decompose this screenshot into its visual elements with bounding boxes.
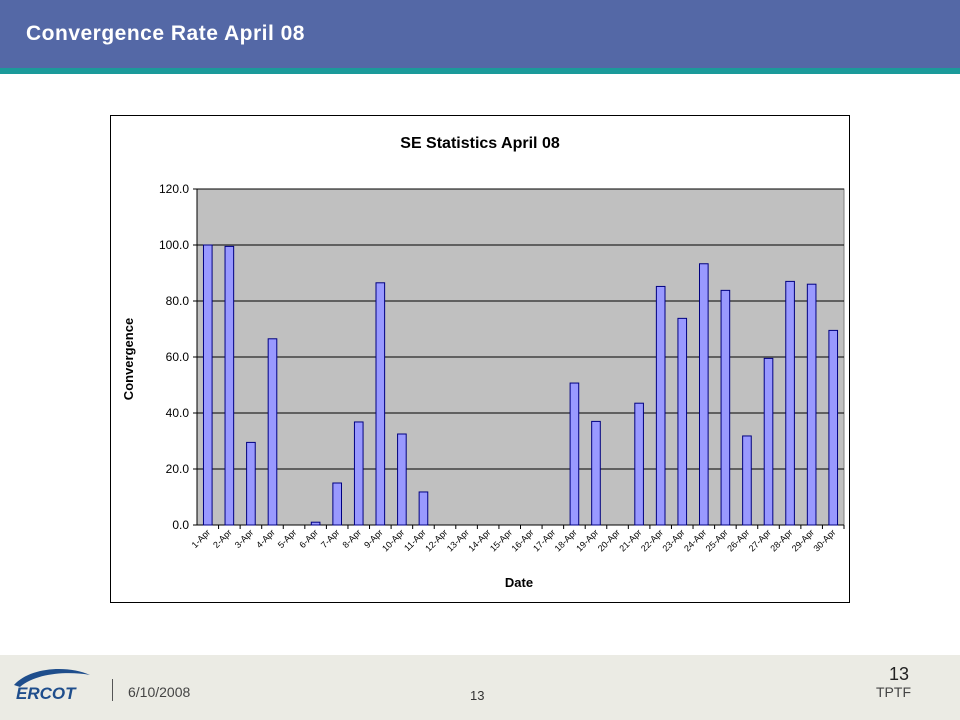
y-tick-label: 120.0 [159, 182, 189, 196]
x-axis-label: Date [505, 575, 533, 590]
x-tick-label: 13-Apr [445, 527, 471, 553]
slide-title: Convergence Rate April 08 [26, 22, 305, 45]
bar-11-Apr [418, 491, 429, 526]
footer-page-number: 13 [470, 688, 485, 703]
bar-21-Apr [634, 402, 644, 526]
bar-1-Apr [202, 244, 213, 526]
x-tick-label: 14-Apr [466, 527, 492, 553]
x-tick-label: 28-Apr [768, 527, 794, 553]
logo-swoosh-icon [14, 669, 90, 687]
x-tick-label: 23-Apr [660, 527, 686, 553]
x-tick-label: 30-Apr [811, 527, 837, 553]
ercot-logo: ERCOT [14, 669, 90, 703]
bar-7-Apr [332, 482, 342, 526]
x-tick-label: 1-Apr [190, 527, 213, 550]
logo-text: ERCOT [16, 684, 77, 703]
bar-10-Apr [397, 433, 407, 526]
footer-date: 6/10/2008 [128, 684, 191, 700]
bar-25-Apr [720, 289, 731, 526]
x-tick-label: 8-Apr [341, 527, 364, 550]
x-tick-label: 18-Apr [553, 527, 579, 553]
x-tick-label: 22-Apr [639, 527, 665, 553]
x-tick-label: 16-Apr [510, 527, 536, 553]
bar-chart: SE Statistics April 08 0.0 20.0 40.0 60.0 80… [121, 135, 845, 590]
bar-24-Apr [699, 263, 709, 526]
bar-29-Apr [806, 283, 817, 526]
bar-6-Apr [310, 521, 321, 526]
y-axis-label: Convergence [121, 318, 136, 400]
y-tick-label: 80.0 [166, 294, 190, 308]
x-tick-label: 3-Apr [233, 527, 256, 550]
y-tick-label: 100.0 [159, 238, 189, 252]
bar-8-Apr [353, 421, 364, 526]
bar-23-Apr [677, 317, 688, 526]
chart-title: SE Statistics April 08 [400, 135, 560, 152]
slide-header: Convergence Rate April 08 [0, 0, 960, 68]
bar-27-Apr [763, 357, 774, 526]
x-tick-label: 15-Apr [488, 527, 514, 553]
x-tick-label: 29-Apr [790, 527, 816, 553]
y-tick-label: 40.0 [166, 406, 190, 420]
x-tick-label: 10-Apr [380, 527, 406, 553]
bar-3-Apr [246, 441, 256, 526]
header-accent-stripe [0, 68, 960, 74]
x-tick-label: 27-Apr [747, 527, 773, 553]
footer-organization: TPTF [876, 684, 911, 700]
bar-9-Apr [375, 282, 386, 526]
footer-divider [112, 679, 113, 701]
x-tick-label: 12-Apr [423, 527, 449, 553]
bar-2-Apr [224, 245, 235, 526]
bar-4-Apr [267, 338, 278, 526]
x-tick-label: 2-Apr [211, 527, 234, 550]
x-tick-label: 19-Apr [574, 527, 600, 553]
bar-22-Apr [655, 285, 666, 526]
bar-30-Apr [828, 329, 839, 526]
x-tick-label: 21-Apr [617, 527, 643, 553]
slide-number: 13 [888, 664, 909, 684]
x-tick-label: 26-Apr [725, 527, 751, 553]
bar-18-Apr [569, 382, 580, 526]
x-tick-label: 6-Apr [297, 527, 320, 550]
slide-footer [0, 655, 960, 720]
bar-26-Apr [742, 435, 752, 526]
x-tick-label: 25-Apr [704, 527, 730, 553]
x-tick-label: 5-Apr [276, 527, 299, 550]
chart-frame: SE Statistics April 08 0.0 20.0 40.0 60.0 80… [110, 115, 850, 603]
y-tick-label: 20.0 [166, 462, 190, 476]
x-tick-label: 17-Apr [531, 527, 557, 553]
y-tick-label: 60.0 [166, 350, 190, 364]
x-tick-label: 24-Apr [682, 527, 708, 553]
x-tick-label: 11-Apr [402, 527, 428, 553]
bar-28-Apr [785, 280, 795, 526]
bar-19-Apr [591, 420, 601, 526]
x-tick-label: 7-Apr [319, 527, 342, 550]
y-tick-label: 0.0 [172, 518, 189, 532]
x-tick-label: 4-Apr [254, 527, 277, 550]
x-tick-label: 20-Apr [596, 527, 622, 553]
